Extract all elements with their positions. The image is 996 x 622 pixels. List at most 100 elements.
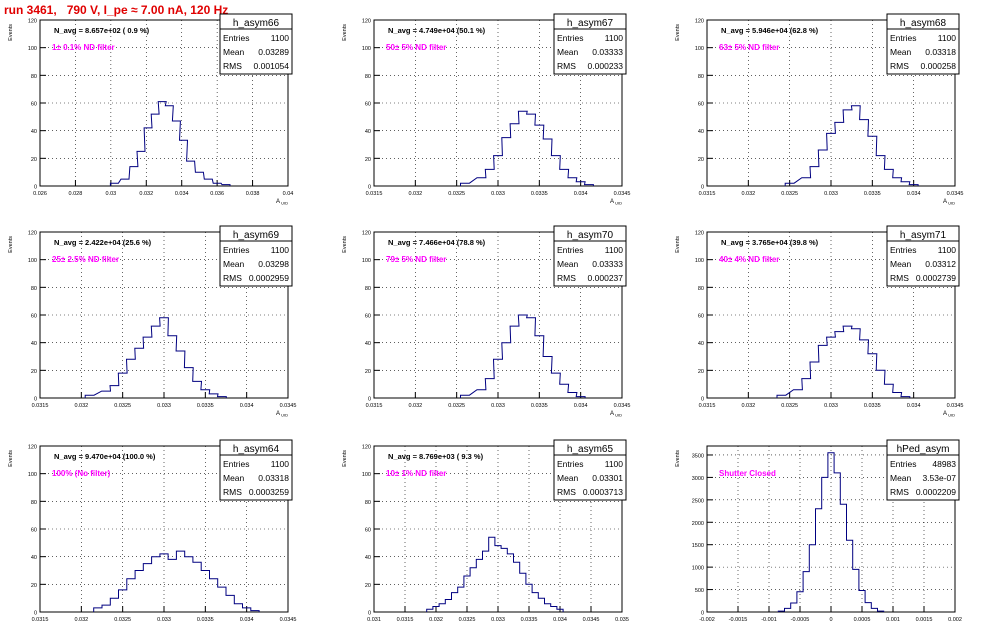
y-tick-label: 20: [365, 369, 371, 375]
y-tick-label: 40: [31, 129, 37, 135]
y-tick-label: 100: [28, 472, 37, 478]
stat-label: Entries: [223, 245, 249, 255]
y-tick-label: 1500: [692, 543, 704, 549]
histogram-bin: [102, 605, 110, 612]
x-tick-label: 0.002: [948, 617, 962, 622]
y-tick-label: 1000: [692, 566, 704, 572]
y-tick-label: 0: [34, 611, 37, 617]
histogram-bin: [802, 178, 811, 186]
histogram-bin: [121, 179, 129, 186]
stat-label: Mean: [223, 473, 245, 483]
y-tick-label: 20: [698, 157, 704, 163]
filter-annotation: 10± 1% ND filter: [386, 469, 446, 478]
y-tick-label: 0: [368, 611, 371, 617]
histogram-bin: [802, 379, 811, 398]
hist-title: hPed_asym: [897, 444, 950, 455]
histogram-bin: [209, 579, 217, 612]
x-tick-label: 0.031: [367, 617, 381, 622]
y-tick-label: 2500: [692, 498, 704, 504]
histogram-bin: [195, 172, 203, 186]
hist-title: h_asym68: [900, 18, 947, 29]
histogram-bin: [851, 329, 860, 398]
stat-label: RMS: [890, 487, 909, 497]
x-axis-label: A UID: [610, 199, 622, 206]
y-tick-label: 80: [31, 500, 37, 506]
hist-panel-h_asym69: 0 20 40 60 80 100 120 0.0315 0.032 0.0325 0.033 0.0…: [8, 225, 296, 418]
y-tick-label: 40: [365, 555, 371, 561]
navg-label: N_avg = 9.470e+04 (100.0 %): [54, 452, 156, 461]
y-tick-label: 60: [31, 314, 37, 320]
stat-label: Mean: [557, 47, 579, 57]
histogram-bin: [538, 598, 544, 612]
histogram-bin: [110, 598, 118, 612]
filter-annotation: 1± 0.1% ND filter: [52, 43, 115, 52]
y-axis-label: Events: [675, 24, 681, 41]
stat-label: Mean: [223, 47, 245, 57]
histogram-bin: [102, 391, 111, 398]
navg-label: N_avg = 8.657e+02 ( 0.9 %): [54, 26, 150, 35]
x-tick-label: 0.034: [907, 403, 921, 409]
x-tick-label: 0.0325: [781, 191, 798, 197]
hist-panel-hPed_asym: 0 500 1000 1500 2000 2500 3000 3500 -0.002 -0.001…: [675, 439, 962, 622]
histogram-bin: [127, 359, 136, 398]
y-tick-label: 60: [698, 102, 704, 108]
histogram-bin: [94, 608, 102, 612]
stat-value: 1100: [938, 33, 957, 43]
x-tick-label: 0.0315: [366, 191, 383, 197]
histogram-bin: [234, 604, 242, 612]
y-tick-label: 0: [701, 185, 704, 191]
x-tick-label: 0.0315: [397, 617, 414, 622]
x-tick-label: 0.04: [283, 191, 294, 197]
y-tick-label: 120: [695, 231, 704, 237]
histogram-bin: [876, 156, 885, 186]
stat-label: Entries: [223, 459, 249, 469]
histogram-bin: [527, 114, 536, 186]
histogram-bin: [151, 114, 159, 186]
filter-annotation: 100% (No filter): [52, 469, 111, 478]
y-tick-label: 120: [28, 445, 37, 451]
y-tick-label: 100: [362, 46, 371, 52]
x-tick-label: 0.033: [824, 191, 838, 197]
x-tick-label: 0.035: [615, 617, 629, 622]
x-tick-label: 0.0335: [521, 617, 538, 622]
x-tick-label: 0.034: [574, 191, 588, 197]
filter-annotation: 79± 5% ND filter: [386, 255, 446, 264]
stats-box: [553, 13, 627, 75]
histogram-bin: [532, 593, 538, 612]
histogram-bin: [843, 326, 852, 398]
x-tick-label: 0.028: [69, 191, 83, 197]
x-tick-label: 0.038: [246, 191, 260, 197]
histogram-bin: [439, 604, 445, 612]
x-tick-label: 0.0335: [864, 403, 881, 409]
histogram-bin: [860, 120, 869, 186]
histogram-bin: [543, 139, 552, 186]
x-tick-label: 0.0335: [531, 403, 548, 409]
x-axis-label: A UID: [276, 411, 288, 418]
x-tick-label: 0.0325: [459, 617, 476, 622]
x-tick-label: 0.032: [139, 191, 153, 197]
hist-title: h_asym65: [567, 444, 614, 455]
x-tick-label: 0.034: [175, 191, 189, 197]
stat-label: Mean: [557, 473, 579, 483]
y-tick-label: 100: [362, 472, 371, 478]
stat-value: 0.03318: [925, 47, 956, 57]
x-tick-label: 0.034: [240, 403, 254, 409]
histogram-bin: [853, 569, 859, 612]
y-tick-label: 0: [701, 397, 704, 403]
histogram-bin: [502, 138, 511, 186]
y-axis-label: Events: [675, 236, 681, 253]
y-tick-label: 40: [365, 129, 371, 135]
x-tick-label: 0.0345: [614, 403, 631, 409]
y-tick-label: 120: [695, 19, 704, 25]
y-tick-label: 80: [698, 74, 704, 80]
y-axis-label: Events: [8, 450, 14, 467]
stat-value: 0.000258: [921, 61, 957, 71]
histogram-bin: [568, 392, 577, 398]
y-tick-label: 120: [28, 19, 37, 25]
x-axis-label: A UID: [943, 411, 955, 418]
x-tick-label: 0.0325: [781, 403, 798, 409]
x-tick-label: 0.0345: [947, 191, 964, 197]
histogram-bin: [501, 548, 507, 612]
y-tick-label: 0: [34, 185, 37, 191]
